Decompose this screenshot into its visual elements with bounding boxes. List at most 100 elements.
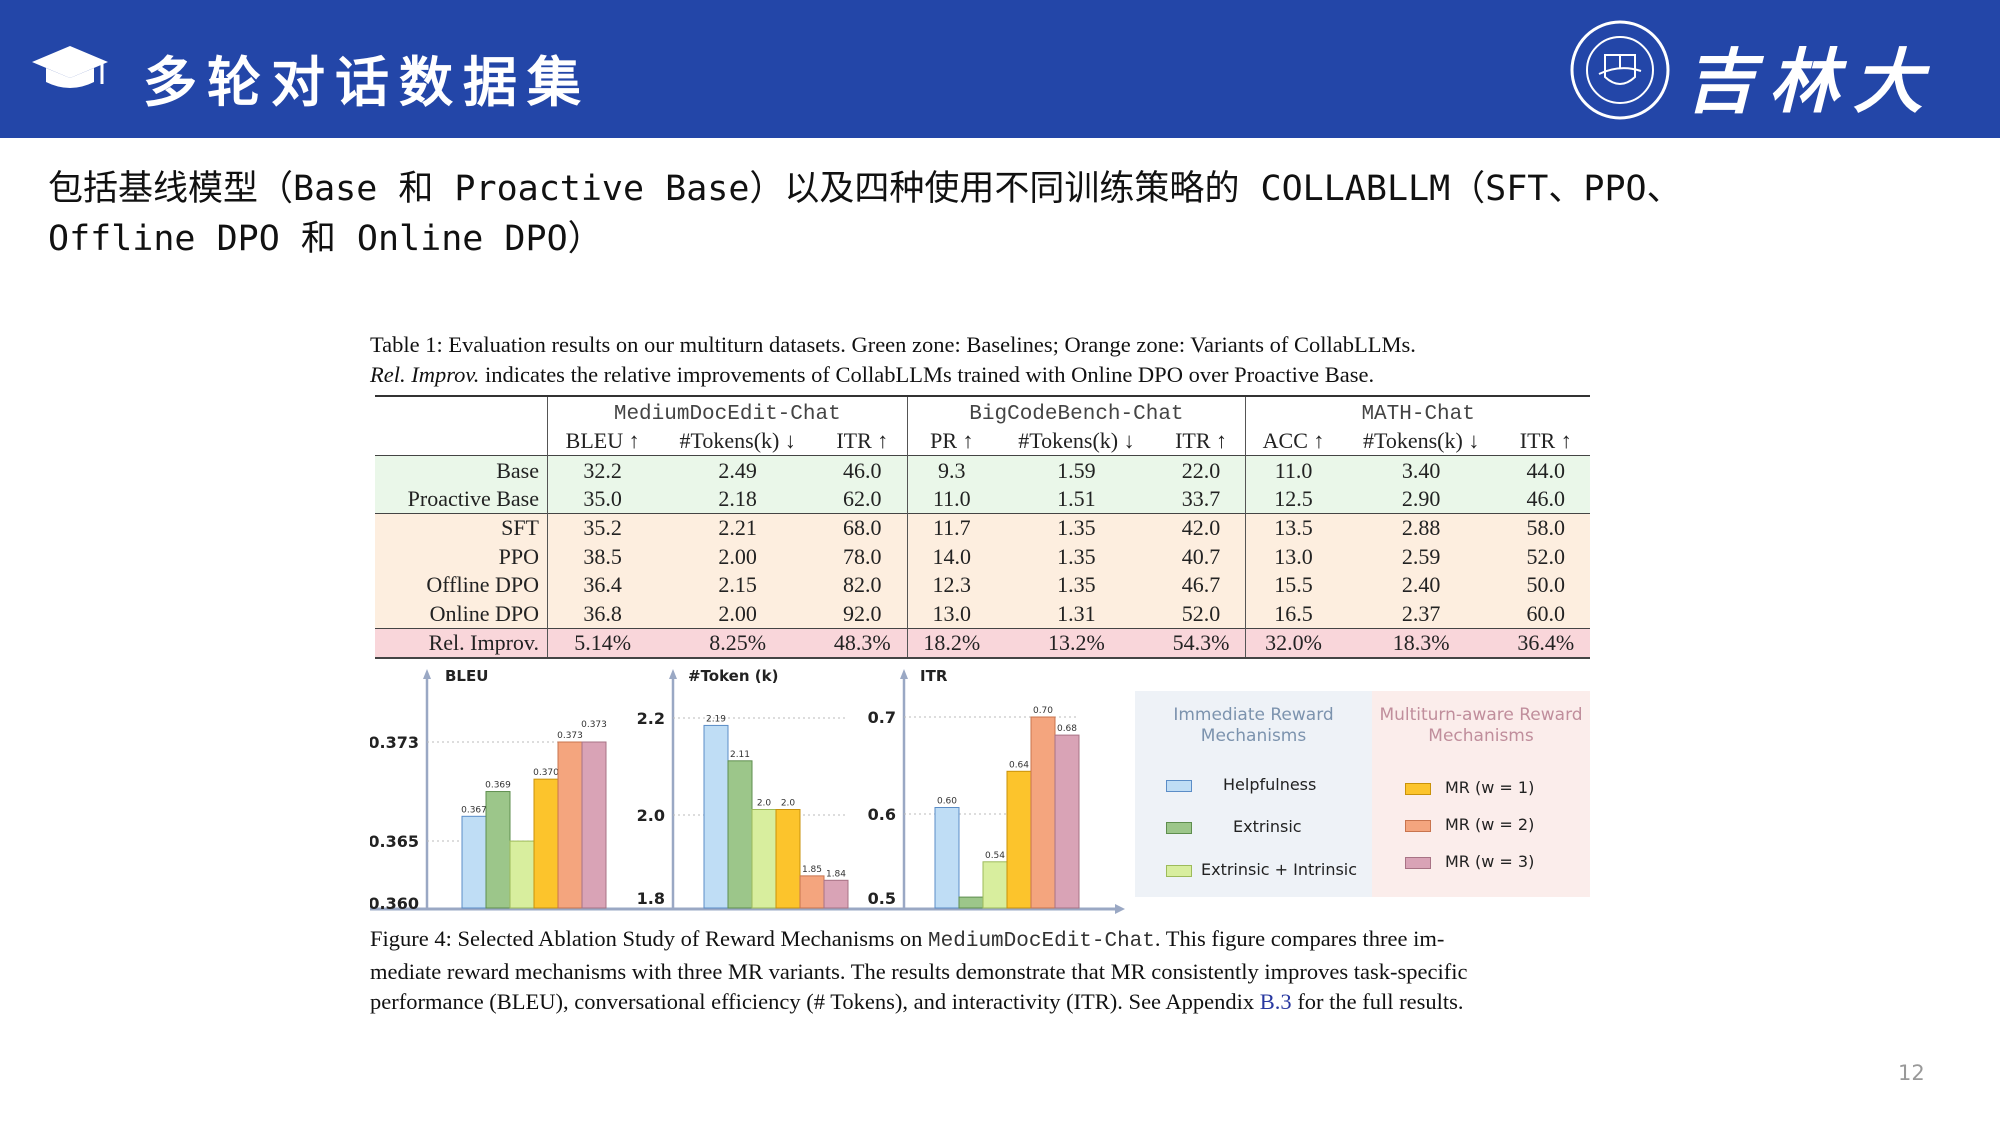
table-cell: 2.00: [657, 542, 819, 571]
table-row: PPO 38.5 2.00 78.0 14.0 1.35 40.7 13.0 2.59 52.0: [375, 542, 1590, 571]
figure-caption-dataset: MediumDocEdit-Chat: [928, 930, 1155, 953]
legend-heading-immediate: Immediate Reward Mechanisms: [1173, 705, 1334, 746]
table-cell: 46.0: [1501, 484, 1590, 514]
table-caption-line-1: Table 1: Evaluation results on our multi…: [370, 332, 1416, 357]
table-cell: 36.4: [547, 570, 658, 600]
y-tick-label: 0.365: [370, 832, 419, 851]
group-header: MediumDocEdit-Chat: [547, 396, 908, 427]
x-axis-arrow: [1115, 904, 1125, 914]
table-cell: 58.0: [1501, 513, 1590, 543]
table-cell: 1.35: [996, 513, 1157, 543]
data-label: 0.373: [581, 720, 607, 730]
table-cell: 11.7: [906, 513, 997, 543]
table-cell: 54.3%: [1156, 627, 1246, 660]
chart-legend: Immediate Reward Mechanisms Multiturn-aw…: [1135, 691, 1590, 897]
row-label: PPO: [375, 542, 548, 571]
table-cell: 36.4%: [1501, 627, 1590, 660]
data-label: 2.11: [730, 750, 750, 760]
university-name-logo: 吉林大学: [1685, 40, 1937, 224]
bar: [581, 741, 607, 909]
legend-heading-multiturn: Multiturn-aware Reward Mechanisms: [1379, 705, 1583, 746]
chart-title: #Token (k): [688, 667, 778, 685]
column-header: PR ↑: [906, 427, 997, 456]
group-header: MATH-Chat: [1245, 396, 1590, 427]
chart-title: BLEU: [445, 667, 488, 685]
figure-caption-line-2: mediate reward mechanisms with three MR …: [370, 959, 1468, 984]
data-label: 0.369: [485, 781, 511, 791]
table-row: Proactive Base 35.0 2.18 62.0 11.0 1.51 33.7 12…: [375, 484, 1590, 514]
table-cell: 2.15: [657, 570, 819, 600]
data-label: 0.64: [1009, 760, 1029, 770]
table-cell: 44.0: [1501, 455, 1590, 485]
table-cell: 12.5: [1245, 484, 1341, 514]
table-caption: Table 1: Evaluation results on our multi…: [370, 330, 1610, 390]
slide-title: 多轮对话数据集: [143, 51, 591, 114]
group-header: BigCodeBench-Chat: [906, 396, 1246, 427]
data-label: 0.54: [985, 851, 1005, 861]
bar: [1006, 770, 1032, 909]
column-header: ITR ↑: [836, 428, 889, 454]
table-cell: 13.5: [1245, 513, 1341, 543]
row-label: Rel. Improv.: [375, 627, 548, 660]
y-axis-arrow: [669, 669, 677, 679]
bar: [982, 861, 1008, 909]
table-cell: 18.2%: [906, 627, 997, 660]
table-cell: 2.00: [657, 599, 819, 629]
bar: [823, 879, 849, 909]
y-tick-label: 2.2: [637, 709, 665, 728]
table-cell: 2.40: [1340, 570, 1502, 600]
table-cell: 1.59: [996, 455, 1157, 485]
data-label: 1.84: [826, 869, 846, 879]
y-tick-label: 2.0: [637, 806, 665, 825]
column-header: #Tokens(k) ↓: [1018, 428, 1135, 454]
table-cell: 40.7: [1156, 542, 1246, 571]
table-cell: 82.0: [818, 570, 908, 600]
bar: [1030, 716, 1056, 909]
table-row: Base 32.2 2.49 46.0 9.3 1.59 22.0 11.0 3.40 44.0: [375, 455, 1590, 485]
table-row: Rel. Improv. 5.14% 8.25% 48.3% 18.2% 13.2% 54.…: [375, 627, 1590, 660]
legend-swatch: [1405, 783, 1431, 795]
row-label: SFT: [375, 513, 548, 543]
table-cell: 60.0: [1501, 599, 1590, 629]
table-cell: 46.0: [818, 455, 908, 485]
y-tick-label: 1.8: [637, 889, 665, 908]
ablation-bar-charts: BLEU0.3600.3650.3730.3670.3690.3700.3730…: [370, 667, 1125, 914]
table-cell: 16.5: [1245, 599, 1341, 629]
table-cell: 15.5: [1245, 570, 1341, 600]
table-cell: 46.7: [1156, 570, 1246, 600]
legend-swatch: [1405, 820, 1431, 832]
bar: [461, 815, 487, 909]
row-label: Base: [375, 455, 548, 485]
table-cell: 2.49: [657, 455, 819, 485]
legend-swatch: [1166, 865, 1192, 877]
data-label: 1.85: [802, 865, 822, 875]
table-cell: 13.0: [906, 599, 997, 629]
legend-swatch: [1405, 857, 1431, 869]
column-header: ITR ↑: [1519, 428, 1572, 454]
column-header: #Tokens(k) ↓: [679, 428, 796, 454]
y-tick-label: 0.6: [868, 805, 896, 824]
table-caption-italic: Rel. Improv.: [370, 362, 480, 387]
table-cell: 92.0: [818, 599, 908, 629]
graduation-cap-icon: [32, 46, 108, 88]
appendix-link[interactable]: B.3: [1259, 989, 1292, 1014]
table-cell: 1.31: [996, 599, 1157, 629]
data-label: 0.60: [937, 797, 957, 807]
slide-subtitle: 包括基线模型（Base 和 Proactive Base）以及四种使用不同训练策…: [48, 164, 1968, 264]
y-axis-arrow: [900, 669, 908, 679]
data-label: 0.70: [1033, 706, 1053, 716]
table-row: SFT 35.2 2.21 68.0 11.7 1.35 42.0 13.5 2.88 58.0: [375, 513, 1590, 543]
bar: [533, 778, 559, 909]
y-tick-label: 0.360: [370, 894, 419, 913]
row-label: Proactive Base: [375, 484, 548, 514]
column-header: ITR ↑: [1175, 428, 1228, 454]
row-label: Offline DPO: [375, 570, 548, 600]
bar: [958, 896, 984, 909]
table-cell: 18.3%: [1340, 627, 1502, 660]
legend-label: Extrinsic: [1233, 817, 1302, 836]
table-cell: 1.35: [996, 542, 1157, 571]
bar: [751, 809, 777, 909]
subtitle-line-2: Offline DPO 和 Online DPO）: [48, 219, 603, 259]
bar: [557, 741, 583, 909]
table-cell: 1.51: [996, 484, 1157, 514]
